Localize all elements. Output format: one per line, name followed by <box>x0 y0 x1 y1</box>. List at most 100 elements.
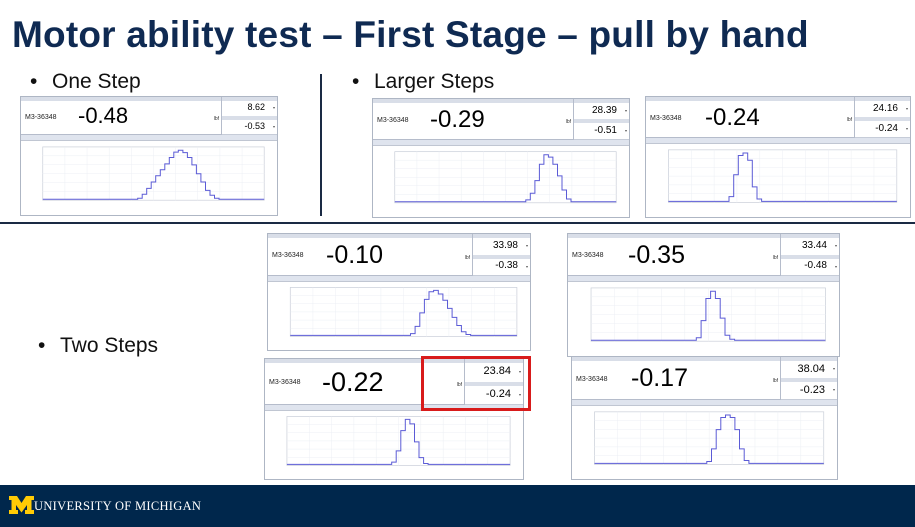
chart-titlebar <box>646 138 910 144</box>
dropdown-arrow-icon[interactable]: ▾ <box>834 263 837 269</box>
peak-titlebar <box>574 99 629 103</box>
peak-value: 28.39 <box>591 104 617 116</box>
force-reading: -0.29 <box>430 106 485 133</box>
dropdown-arrow-icon[interactable]: ▾ <box>832 387 835 393</box>
footer-org-name: UNIVERSITY OF MICHIGAN <box>34 499 202 513</box>
peak-titlebar <box>781 234 839 238</box>
low-titlebar <box>465 381 523 386</box>
horizontal-divider <box>0 222 915 224</box>
readout-titlebar <box>572 357 781 361</box>
force-trace-svg <box>594 411 825 465</box>
peak-box: 28.39 ▾ <box>574 99 629 120</box>
force-trace <box>594 414 824 464</box>
low-box: -0.48 ▾ <box>781 254 839 276</box>
low-box: -0.38 ▾ <box>473 254 530 276</box>
peak-value: 38.04 <box>797 362 825 375</box>
bullet-dot: • <box>30 70 38 93</box>
low-value: -0.48 <box>804 260 827 272</box>
force-chart <box>568 282 839 356</box>
peak-value: 8.62 <box>247 102 265 113</box>
low-value: -0.38 <box>495 260 518 272</box>
peak-low-panel: 23.84 ▾ -0.24 ▾ <box>464 359 523 405</box>
force-trace <box>591 290 826 341</box>
force-chart <box>21 141 277 215</box>
readout-area: M3-36348 -0.35 lbf 33.44 ▾ -0.48 ▾ <box>568 234 839 276</box>
low-titlebar <box>222 115 277 120</box>
low-titlebar <box>855 117 910 121</box>
force-unit: lbf <box>213 116 219 122</box>
meter-panel-two-1: M3-36348 -0.10 lbf 33.98 ▾ -0.38 ▾ <box>267 233 531 351</box>
low-value: -0.51 <box>594 124 617 136</box>
force-chart <box>265 411 523 479</box>
force-trace-svg <box>286 416 511 466</box>
peak-titlebar <box>855 97 910 101</box>
bullet-one-step-label: One Step <box>52 70 141 93</box>
force-reading: -0.35 <box>628 241 685 269</box>
readout-area: M3-36348 -0.17 lbf 38.04 ▾ -0.23 ▾ <box>572 357 837 400</box>
vertical-divider <box>320 74 322 216</box>
device-id: M3-36348 <box>572 252 604 259</box>
low-box: -0.24 ▾ <box>465 381 523 405</box>
low-box: -0.24 ▾ <box>855 117 910 138</box>
force-trace-svg <box>590 287 826 342</box>
peak-value: 24.16 <box>872 102 898 114</box>
readout-titlebar <box>21 97 222 101</box>
peak-box: 38.04 ▾ <box>781 357 837 379</box>
force-chart <box>572 406 837 479</box>
dropdown-arrow-icon[interactable]: ▾ <box>905 126 908 131</box>
low-value: -0.53 <box>244 120 265 131</box>
bullet-two-steps: • Two Steps <box>38 334 158 358</box>
low-titlebar <box>473 254 530 259</box>
low-titlebar <box>781 378 837 382</box>
readout-titlebar <box>268 234 473 238</box>
peak-box: 24.16 ▾ <box>855 97 910 118</box>
force-reading: -0.24 <box>705 104 760 131</box>
device-id: M3-36348 <box>272 252 304 259</box>
peak-value: 23.84 <box>483 365 511 378</box>
bullet-dot: • <box>352 70 360 93</box>
bullet-dot: • <box>38 334 46 357</box>
force-trace <box>394 154 617 203</box>
low-value: -0.23 <box>799 383 825 396</box>
readout-area: M3-36348 -0.10 lbf 33.98 ▾ -0.38 ▾ <box>268 234 530 276</box>
meter-panel-two-4: M3-36348 -0.17 lbf 38.04 ▾ -0.23 ▾ <box>571 356 838 480</box>
peak-box: 23.84 ▾ <box>465 359 523 383</box>
readout-area: M3-36348 -0.24 lbf 24.16 ▾ -0.24 ▾ <box>646 97 910 138</box>
dropdown-arrow-icon[interactable]: ▾ <box>624 128 627 133</box>
peak-titlebar <box>473 234 530 238</box>
dropdown-arrow-icon[interactable]: ▾ <box>272 105 275 111</box>
dropdown-arrow-icon[interactable]: ▾ <box>624 108 627 113</box>
peak-value: 33.98 <box>492 239 518 251</box>
chart-titlebar <box>373 140 629 146</box>
device-id: M3-36348 <box>650 115 682 122</box>
dropdown-arrow-icon[interactable]: ▾ <box>525 263 528 269</box>
dropdown-arrow-icon[interactable]: ▾ <box>834 243 837 249</box>
low-box: -0.23 ▾ <box>781 378 837 400</box>
dropdown-arrow-icon[interactable]: ▾ <box>905 106 908 111</box>
device-id: M3-36348 <box>377 117 409 124</box>
chart-titlebar <box>572 400 837 406</box>
dropdown-arrow-icon[interactable]: ▾ <box>272 123 275 129</box>
dropdown-arrow-icon[interactable]: ▾ <box>525 243 528 249</box>
low-titlebar <box>781 254 839 259</box>
force-chart <box>373 146 629 217</box>
readout-titlebar <box>568 234 781 238</box>
chart-titlebar <box>21 135 277 141</box>
bullet-two-steps-label: Two Steps <box>60 334 159 357</box>
force-unit: lbf <box>464 255 470 261</box>
peak-low-panel: 8.62 ▾ -0.53 ▾ <box>221 97 277 135</box>
low-value: -0.24 <box>485 387 511 400</box>
low-box: -0.53 ▾ <box>222 115 277 135</box>
force-trace <box>286 418 511 465</box>
device-id: M3-36348 <box>25 114 57 121</box>
dropdown-arrow-icon[interactable]: ▾ <box>518 369 521 375</box>
peak-low-panel: 24.16 ▾ -0.24 ▾ <box>854 97 910 138</box>
dropdown-arrow-icon[interactable]: ▾ <box>832 366 835 372</box>
force-trace-svg <box>42 146 265 201</box>
force-reading: -0.48 <box>78 103 129 128</box>
bullet-larger-steps: • Larger Steps <box>352 70 494 94</box>
block-m-logo-icon <box>9 496 34 514</box>
dropdown-arrow-icon[interactable]: ▾ <box>518 391 521 397</box>
low-box: -0.51 ▾ <box>574 119 629 140</box>
bullet-larger-steps-label: Larger Steps <box>374 70 495 93</box>
